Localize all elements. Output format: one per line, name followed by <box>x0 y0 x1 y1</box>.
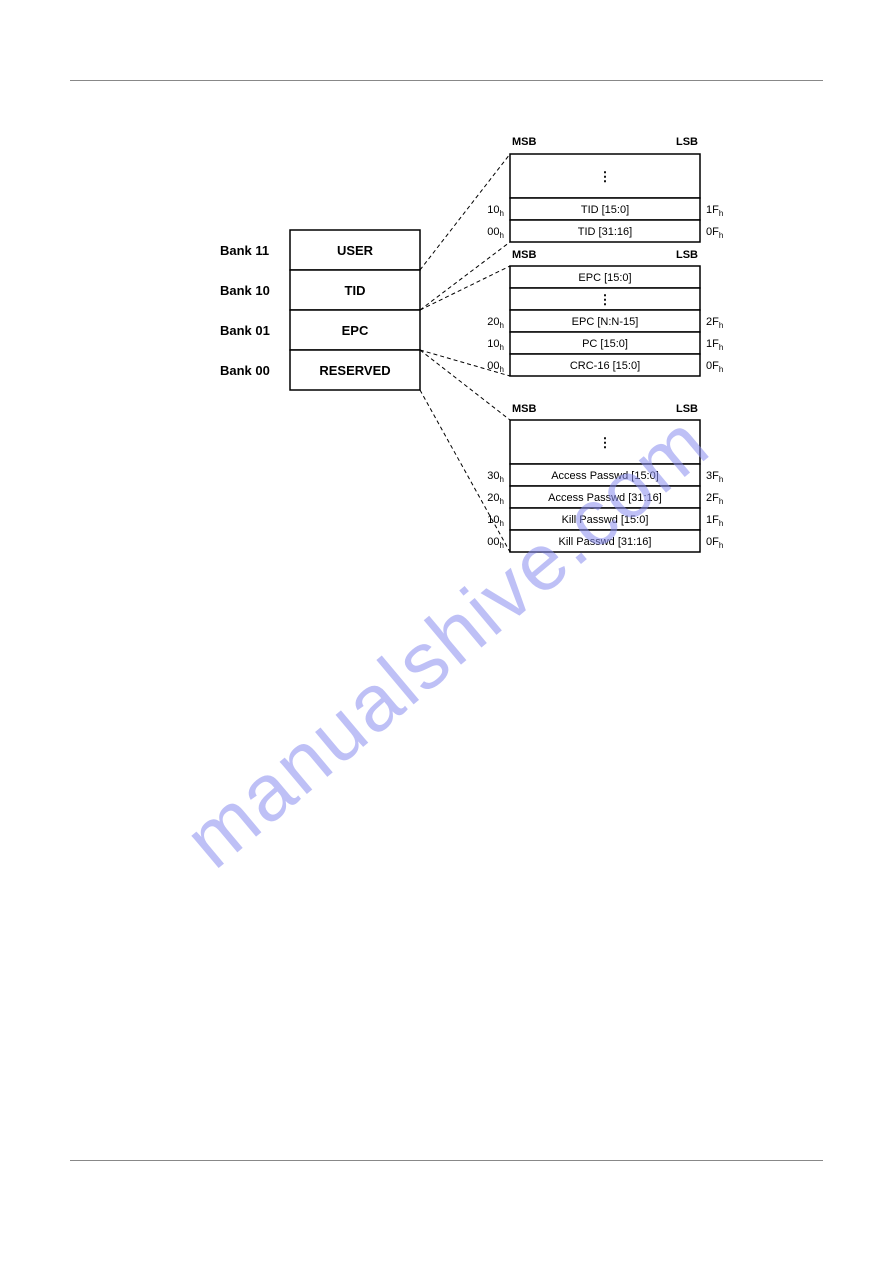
svg-text:MSB: MSB <box>512 136 537 148</box>
svg-text:Bank 10: Bank 10 <box>220 283 270 298</box>
svg-text:Access Passwd [15:0]: Access Passwd [15:0] <box>551 470 659 482</box>
svg-text:00h: 00h <box>487 226 504 240</box>
svg-text:00h: 00h <box>487 536 504 550</box>
svg-text:MSB: MSB <box>512 249 537 261</box>
svg-text:LSB: LSB <box>676 136 698 148</box>
page: USER Bank 11 TID Bank 10 EPC Bank 01 RESERVED B… <box>70 0 823 1263</box>
svg-text:1Fh: 1Fh <box>706 338 723 352</box>
svg-text:0Fh: 0Fh <box>706 226 723 240</box>
svg-text:Bank 01: Bank 01 <box>220 323 270 338</box>
svg-text:Access Passwd [31:16]: Access Passwd [31:16] <box>548 492 662 504</box>
svg-text:EPC [15:0]: EPC [15:0] <box>578 272 631 284</box>
svg-text:TID [15:0]: TID [15:0] <box>581 204 629 216</box>
svg-text:2Fh: 2Fh <box>706 316 723 330</box>
svg-text:2Fh: 2Fh <box>706 492 723 506</box>
svg-text:20h: 20h <box>487 316 504 330</box>
svg-text:TID: TID <box>345 283 366 298</box>
svg-text:RESERVED: RESERVED <box>319 363 390 378</box>
svg-text:EPC: EPC <box>342 323 369 338</box>
svg-text:⋮: ⋮ <box>599 169 612 184</box>
svg-text:MSB: MSB <box>512 403 537 415</box>
svg-text:LSB: LSB <box>676 249 698 261</box>
svg-text:⋮: ⋮ <box>599 435 612 450</box>
svg-text:30h: 30h <box>487 470 504 484</box>
svg-text:Kill Passwd [31:16]: Kill Passwd [31:16] <box>559 536 652 548</box>
svg-text:EPC [N:N-15]: EPC [N:N-15] <box>572 316 639 328</box>
svg-text:CRC-16 [15:0]: CRC-16 [15:0] <box>570 360 640 372</box>
svg-text:LSB: LSB <box>676 403 698 415</box>
svg-text:0Fh: 0Fh <box>706 536 723 550</box>
svg-text:TID [31:16]: TID [31:16] <box>578 226 632 238</box>
svg-text:10h: 10h <box>487 204 504 218</box>
svg-text:USER: USER <box>337 243 374 258</box>
svg-text:10h: 10h <box>487 338 504 352</box>
svg-text:Bank 00: Bank 00 <box>220 363 270 378</box>
svg-text:⋮: ⋮ <box>599 292 612 307</box>
svg-text:PC [15:0]: PC [15:0] <box>582 338 628 350</box>
svg-text:20h: 20h <box>487 492 504 506</box>
svg-text:3Fh: 3Fh <box>706 470 723 484</box>
svg-text:Kill Passwd [15:0]: Kill Passwd [15:0] <box>562 514 649 526</box>
svg-text:0Fh: 0Fh <box>706 360 723 374</box>
svg-text:1Fh: 1Fh <box>706 204 723 218</box>
svg-text:1Fh: 1Fh <box>706 514 723 528</box>
memory-map-diagram: USER Bank 11 TID Bank 10 EPC Bank 01 RESERVED B… <box>70 0 823 1263</box>
svg-text:Bank 11: Bank 11 <box>220 243 269 258</box>
